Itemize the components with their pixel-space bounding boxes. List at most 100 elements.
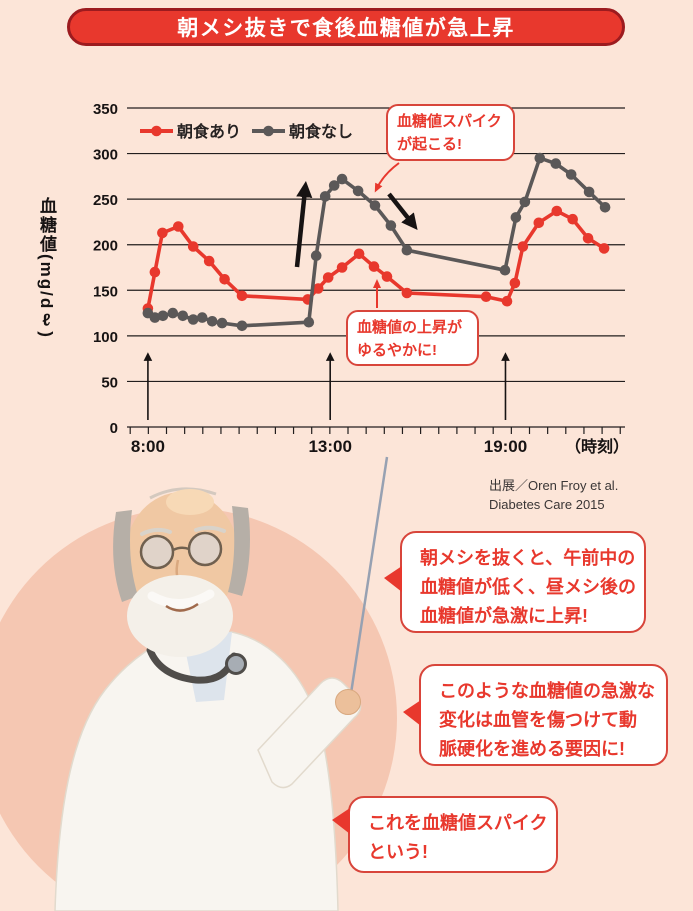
data-point [565,169,577,180]
pointer-stick [348,456,389,701]
y-axis-title: 血糖値(mg/dℓ) [37,197,56,339]
data-point [336,173,348,185]
source-line2: Diabetes Care 2015 [489,496,605,512]
data-point [583,186,595,198]
mustache [147,589,215,609]
gentle-callout-line1: 血糖値の上昇が [357,319,463,336]
data-point [303,316,315,328]
data-point [598,243,610,254]
data-point [401,287,413,299]
data-point [582,233,594,244]
data-point [369,200,381,211]
data-point [187,241,199,252]
data-point [157,310,169,322]
gentle-callout: 血糖値の上昇が ゆるやかに! [346,310,479,366]
y-tick-label: 300 [93,147,118,164]
data-point [517,241,529,252]
x-tick-label: 8:00 [131,437,165,456]
data-point [480,291,492,303]
data-point [352,185,364,197]
blood-glucose-chart: 350 300 250 200 150 100 50 0 8:00 13:00 19:00 （時刻） 朝… [93,101,629,456]
bubble1-tail [384,566,402,592]
source-credit: 出展／Oren Froy et al. Diabetes Care 2015 [489,477,618,515]
source-line1: 出展／Oren Froy et al. [489,478,619,493]
data-point [567,213,578,225]
glasses-right-lens [187,531,223,567]
bubble3-tail [332,808,350,834]
data-point [216,317,228,329]
y-tick-label: 0 [110,420,118,437]
bubble2-line1: このような血糖値の急激な [439,681,655,701]
data-point [328,180,340,191]
hair-wisp [149,487,217,500]
data-point [550,158,562,169]
data-point [381,271,393,282]
data-point [336,262,348,273]
legend-label: 朝食なし [289,122,353,141]
data-point [509,277,521,289]
speech-bubble-2: このような血糖値の急激な 変化は血管を傷つけて動 脈硬化を進める要因に! [419,664,668,766]
bubble1-line1: 朝メシを抜くと、午前中の [420,548,636,568]
data-point [173,221,184,232]
data-point [368,261,380,272]
bubble3-line1: これを血糖値スパイク [368,813,548,833]
data-point [149,266,161,278]
smile [165,602,199,612]
data-point [385,220,397,231]
x-axis-unit-label: （時刻） [565,437,629,456]
bubble2-line3: 脈硬化を進める要因に! [439,738,625,759]
y-tick-label: 100 [93,329,118,346]
page-title: 朝メシ抜きで食後血糖値が急上昇 [67,8,625,46]
crash-down-arrow [387,192,418,231]
data-point [236,320,248,332]
data-point [219,274,230,285]
data-point [533,217,545,229]
beard [127,575,233,657]
y-tick-label: 250 [93,192,118,209]
data-point [401,244,413,256]
data-point [177,310,189,322]
data-point [196,312,208,323]
side-hair-right [228,506,250,596]
legend-label: 朝食あり [177,122,241,141]
spike-callout-arrow [374,162,400,193]
data-point [319,191,331,202]
side-hair-left [113,510,138,602]
glasses-left-lens [139,534,175,570]
y-tick-label: 200 [93,238,118,255]
data-point [310,250,322,261]
annotation-arrows [294,162,418,308]
doctor-photo [0,456,397,911]
raised-arm [257,677,362,789]
data-point [353,248,365,260]
bubble2-line2: 変化は血管を傷つけて動 [439,709,637,730]
data-point [206,316,218,327]
data-point [499,264,511,276]
data-point [236,290,248,302]
spike-callout: 血糖値スパイク が起こる! [386,104,515,161]
spike-callout-line2: が起こる! [397,136,462,154]
right-eyebrow [194,525,226,533]
data-point [312,283,324,294]
hand [335,689,361,715]
gentle-callout-line2: ゆるやかに! [357,342,437,360]
x-tick-label: 19:00 [484,437,527,456]
x-tick-label: 13:00 [308,437,351,456]
data-point [157,227,168,239]
data-point [322,272,334,283]
speech-bubble-1: 朝メシを抜くと、午前中の 血糖値が低く、昼メシ後の 血糖値が急激に上昇! [400,531,646,633]
data-point [203,255,215,267]
data-point [534,152,546,164]
data-point [510,212,522,223]
data-point [519,196,531,208]
legend-dot [151,125,162,137]
speech-bubble-3: これを血糖値スパイク という! [348,796,558,873]
data-point [187,314,199,325]
spike-callout-line1: 血糖値スパイク [397,113,502,130]
data-point [551,205,563,217]
bubble1-line3: 血糖値が急激に上昇! [420,605,588,626]
data-point [149,312,161,323]
white-coat [54,631,339,911]
chart-plot-area: 350 300 250 200 150 100 50 0 8:00 13:00 19:00 （時刻） 朝… [93,101,629,456]
